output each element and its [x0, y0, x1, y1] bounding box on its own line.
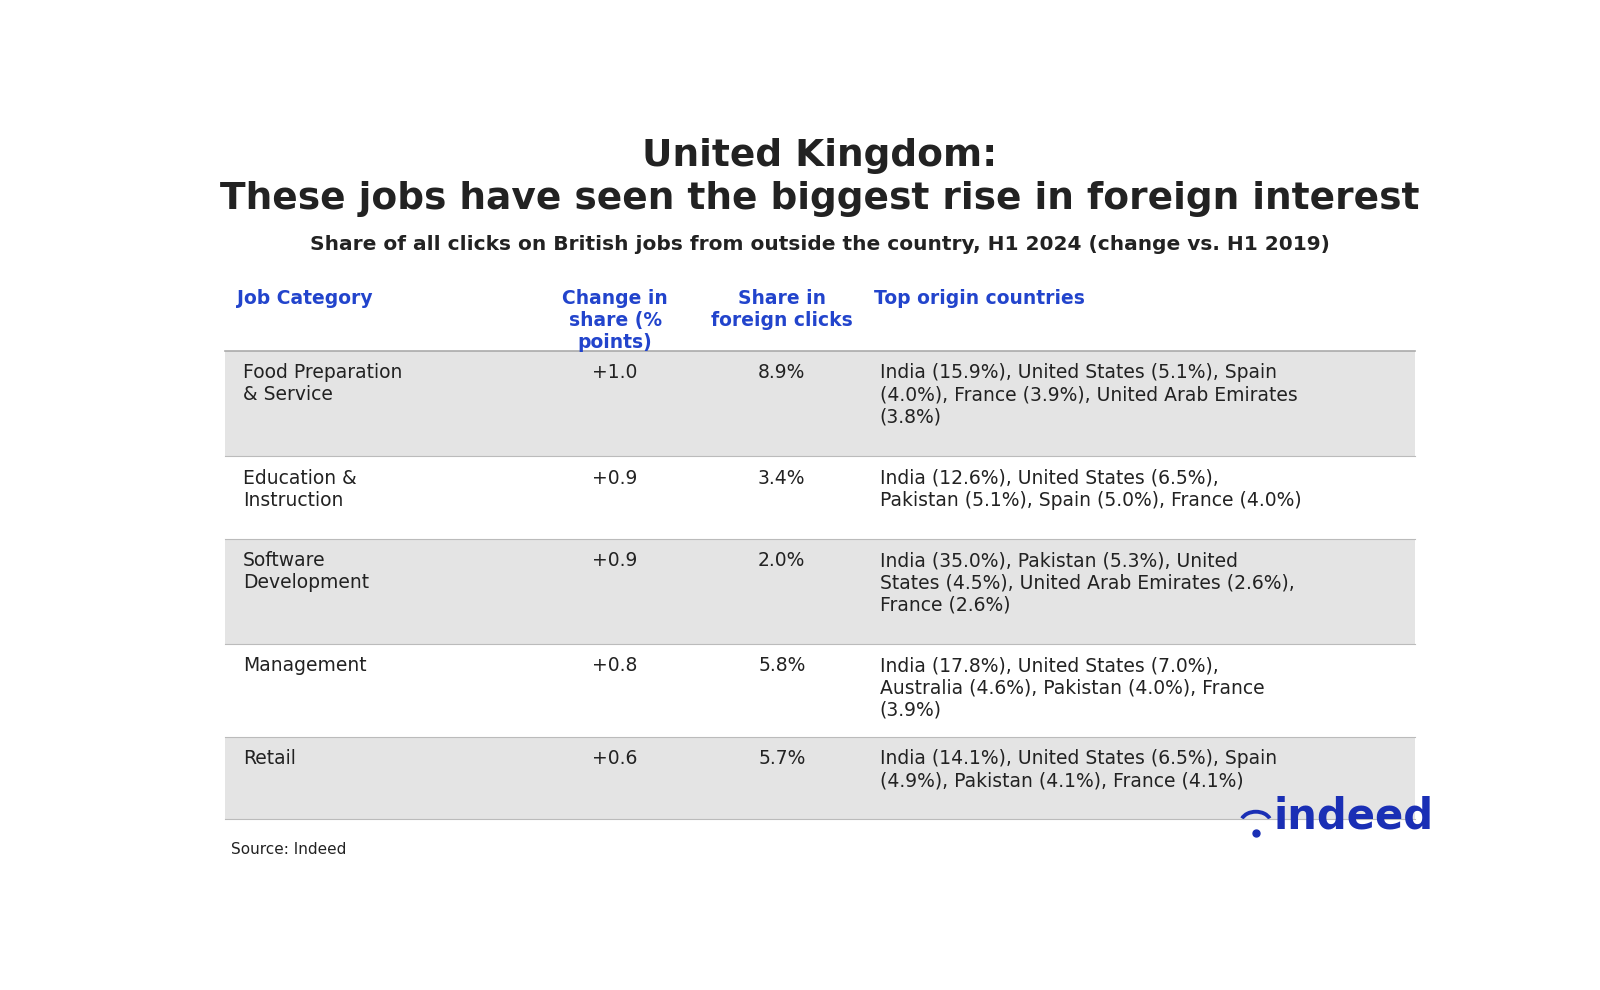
- Text: 3.4%: 3.4%: [758, 468, 805, 488]
- Text: indeed: indeed: [1274, 796, 1434, 838]
- Text: +0.9: +0.9: [592, 551, 638, 570]
- Text: India (15.9%), United States (5.1%), Spain
(4.0%), France (3.9%), United Arab Em: India (15.9%), United States (5.1%), Spa…: [880, 363, 1298, 427]
- Text: Retail: Retail: [243, 749, 296, 768]
- Text: Management: Management: [243, 656, 366, 675]
- Text: Source: Indeed: Source: Indeed: [230, 842, 346, 856]
- FancyBboxPatch shape: [224, 644, 1416, 737]
- FancyBboxPatch shape: [224, 539, 1416, 644]
- Text: 5.7%: 5.7%: [758, 749, 805, 768]
- Text: India (35.0%), Pakistan (5.3%), United
States (4.5%), United Arab Emirates (2.6%: India (35.0%), Pakistan (5.3%), United S…: [880, 551, 1294, 614]
- Text: Change in
share (%
points): Change in share (% points): [562, 289, 669, 351]
- Text: 5.8%: 5.8%: [758, 656, 805, 675]
- FancyBboxPatch shape: [224, 737, 1416, 820]
- Text: +0.6: +0.6: [592, 749, 638, 768]
- Text: 8.9%: 8.9%: [758, 363, 805, 382]
- Text: Software
Development: Software Development: [243, 551, 370, 592]
- Text: Top origin countries: Top origin countries: [874, 289, 1085, 308]
- Text: Food Preparation
& Service: Food Preparation & Service: [243, 363, 402, 405]
- Text: 2.0%: 2.0%: [758, 551, 805, 570]
- Text: United Kingdom:: United Kingdom:: [642, 138, 998, 174]
- Text: Share of all clicks on British jobs from outside the country, H1 2024 (change vs: Share of all clicks on British jobs from…: [310, 235, 1330, 253]
- Text: India (14.1%), United States (6.5%), Spain
(4.9%), Pakistan (4.1%), France (4.1%: India (14.1%), United States (6.5%), Spa…: [880, 749, 1277, 790]
- Text: Job Category: Job Category: [237, 289, 373, 308]
- Text: +0.8: +0.8: [592, 656, 638, 675]
- FancyBboxPatch shape: [224, 456, 1416, 539]
- Text: India (17.8%), United States (7.0%),
Australia (4.6%), Pakistan (4.0%), France
(: India (17.8%), United States (7.0%), Aus…: [880, 656, 1264, 719]
- Text: These jobs have seen the biggest rise in foreign interest: These jobs have seen the biggest rise in…: [221, 181, 1419, 218]
- Text: +0.9: +0.9: [592, 468, 638, 488]
- Text: +1.0: +1.0: [592, 363, 638, 382]
- FancyBboxPatch shape: [224, 351, 1416, 456]
- Text: India (12.6%), United States (6.5%),
Pakistan (5.1%), Spain (5.0%), France (4.0%: India (12.6%), United States (6.5%), Pak…: [880, 468, 1301, 510]
- Text: Share in
foreign clicks: Share in foreign clicks: [710, 289, 853, 330]
- Text: Education &
Instruction: Education & Instruction: [243, 468, 357, 510]
